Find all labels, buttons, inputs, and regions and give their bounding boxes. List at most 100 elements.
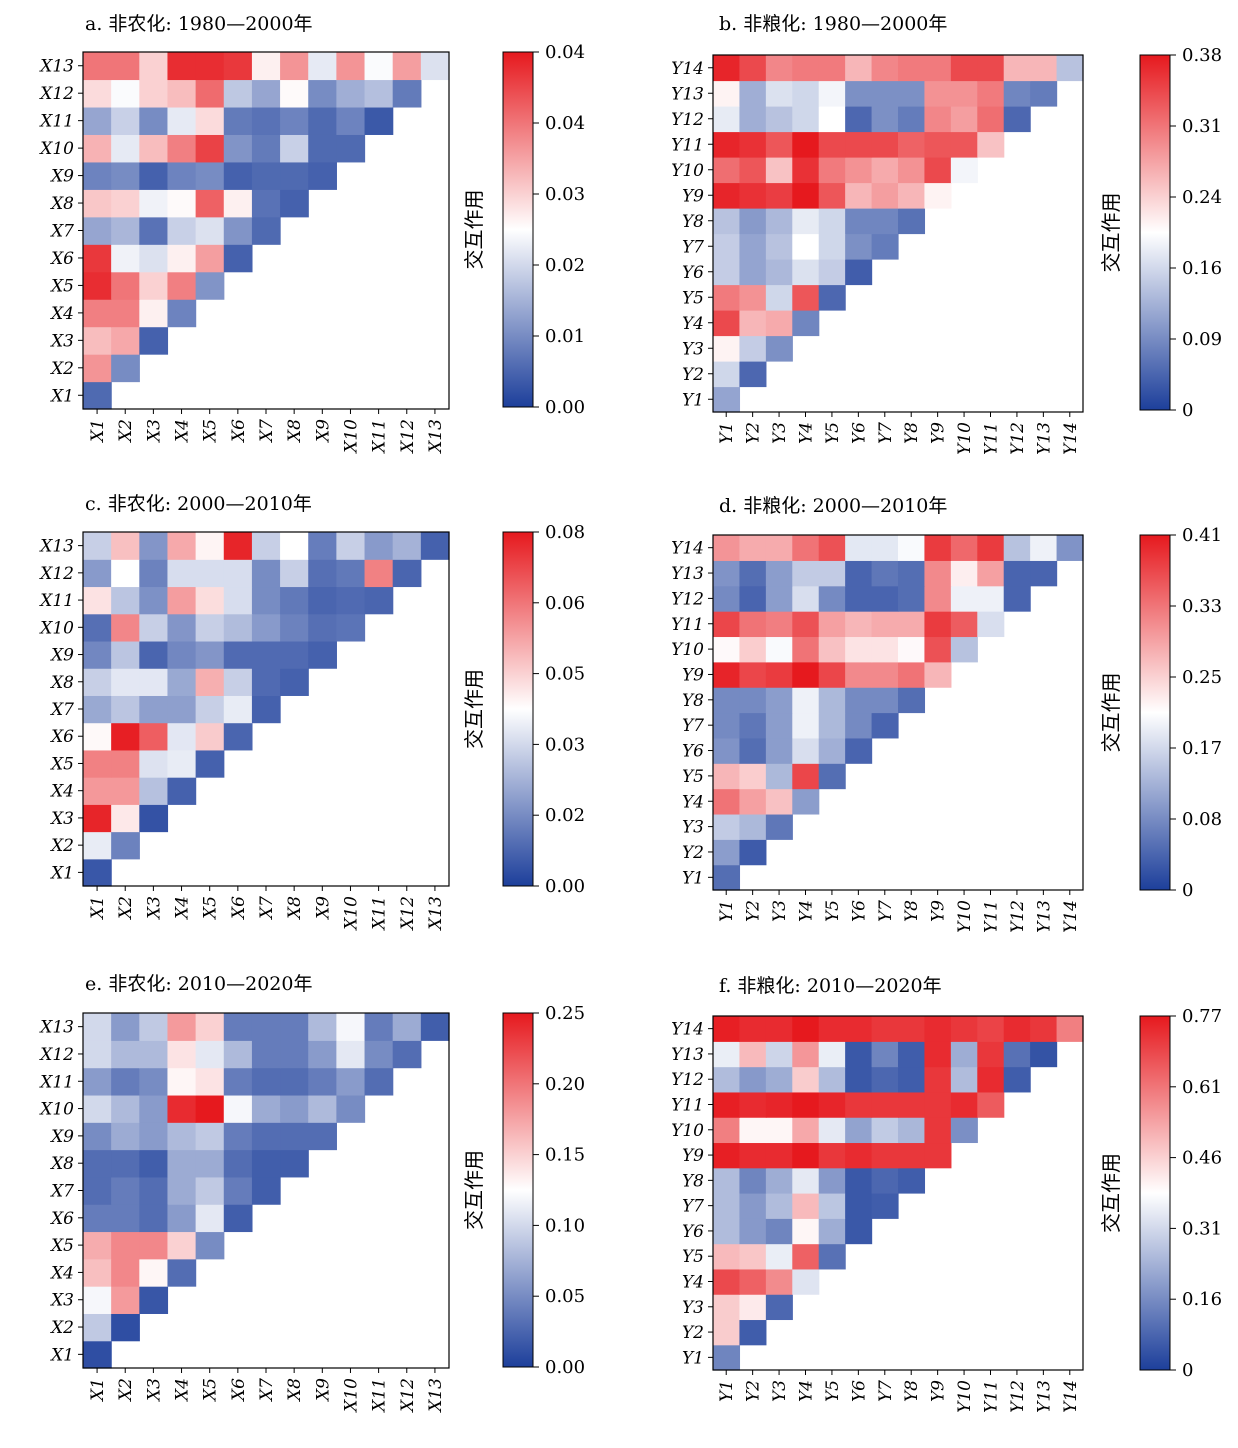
colorbar-tick-label: 0.03 bbox=[545, 734, 585, 755]
y-tick-label: Y9 bbox=[682, 186, 704, 206]
heatmap-cell bbox=[195, 1040, 225, 1069]
heatmap-cell bbox=[792, 1041, 820, 1068]
y-tick-label: Y4 bbox=[682, 1273, 704, 1293]
heatmap-cell bbox=[251, 668, 281, 696]
heatmap-cell bbox=[765, 1142, 793, 1169]
x-tick-label: Y4 bbox=[797, 1380, 817, 1402]
heatmap-cell bbox=[818, 1218, 846, 1245]
x-tick-label: X10 bbox=[341, 896, 361, 932]
heatmap-cell bbox=[280, 532, 309, 560]
y-tick-label: Y7 bbox=[682, 716, 704, 736]
heatmap-cell bbox=[139, 1286, 169, 1314]
heatmap-cell bbox=[223, 722, 253, 751]
heatmap-cell bbox=[924, 55, 952, 82]
heatmap-cell bbox=[739, 560, 767, 587]
heatmap-cell bbox=[308, 532, 337, 560]
y-tick-label: Y14 bbox=[671, 59, 704, 79]
heatmap-cell bbox=[83, 189, 112, 218]
heatmap-cell bbox=[924, 1117, 952, 1144]
heatmap-cell bbox=[195, 106, 225, 135]
heatmap-cell bbox=[336, 79, 366, 108]
heatmap-cell bbox=[280, 613, 309, 642]
heatmap-cell bbox=[898, 611, 926, 638]
heatmap-cell bbox=[195, 79, 225, 108]
y-tick-label: Y3 bbox=[682, 1298, 704, 1318]
heatmap-cell bbox=[739, 636, 767, 663]
y-tick-label: X6 bbox=[49, 249, 74, 269]
colorbar-tick-label: 0.05 bbox=[545, 664, 585, 685]
colorbar-tick-label: 0.17 bbox=[1182, 738, 1222, 759]
heatmap-cell bbox=[845, 259, 873, 286]
heatmap-cell bbox=[713, 839, 741, 866]
heatmap-cell bbox=[83, 1204, 112, 1233]
x-tick-label: Y7 bbox=[876, 422, 896, 444]
x-tick-label: X13 bbox=[426, 1378, 446, 1414]
heatmap-cell bbox=[111, 1231, 140, 1260]
colorbar-tick-label: 0.08 bbox=[545, 522, 585, 543]
heatmap-cell bbox=[898, 208, 926, 235]
heatmap-cell bbox=[139, 640, 169, 669]
heatmap-cell bbox=[83, 134, 112, 163]
heatmap-cell bbox=[336, 52, 366, 81]
plot-frame bbox=[712, 534, 1084, 891]
heatmap-cell bbox=[280, 640, 309, 669]
y-tick-label: X11 bbox=[38, 591, 74, 611]
heatmap-cell bbox=[1030, 560, 1058, 587]
heatmap-cell bbox=[765, 763, 793, 790]
heatmap-cell bbox=[765, 535, 793, 561]
heatmap-cell bbox=[924, 535, 952, 561]
heatmap-cell bbox=[364, 1040, 394, 1069]
heatmap-cell bbox=[924, 1066, 952, 1093]
heatmap-cell bbox=[845, 1066, 873, 1093]
heatmap-cell bbox=[139, 79, 169, 108]
y-tick-label: X1 bbox=[49, 863, 74, 883]
x-tick-label: Y12 bbox=[1008, 422, 1028, 455]
heatmap-cell bbox=[336, 532, 366, 560]
x-tick-label: Y6 bbox=[849, 422, 869, 444]
heatmap-cell bbox=[251, 1122, 281, 1151]
heatmap-cell bbox=[818, 1243, 846, 1270]
x-tick-label: X7 bbox=[257, 419, 277, 444]
colorbar-tick-label: 0.31 bbox=[1182, 1218, 1222, 1239]
heatmap-cell bbox=[364, 52, 394, 81]
heatmap-cell bbox=[83, 777, 112, 805]
heatmap-cell bbox=[83, 1149, 112, 1178]
heatmap-cell bbox=[111, 271, 140, 300]
heatmap-cell bbox=[977, 560, 1005, 587]
y-tick-label: Y7 bbox=[682, 1197, 704, 1217]
panel-title: b. 非粮化: 1980—2000年 bbox=[719, 13, 947, 35]
heatmap-cell bbox=[223, 106, 253, 135]
heatmap-cell bbox=[1056, 1016, 1084, 1042]
x-tick-label: X8 bbox=[285, 1378, 305, 1403]
x-tick-label: X10 bbox=[341, 1378, 361, 1414]
heatmap-cell bbox=[195, 1122, 225, 1151]
heatmap-cell bbox=[950, 157, 978, 184]
x-tick-label: X2 bbox=[116, 1378, 136, 1403]
heatmap-cell bbox=[818, 131, 846, 158]
heatmap-cell bbox=[765, 1016, 793, 1042]
heatmap-cell bbox=[898, 182, 926, 209]
heatmap-cell bbox=[765, 335, 793, 362]
colorbar-label: 交互作用 bbox=[462, 669, 486, 749]
heatmap-cell bbox=[364, 1013, 394, 1041]
heatmap-cell bbox=[765, 1294, 793, 1321]
x-tick-label: Y11 bbox=[982, 1380, 1002, 1413]
heatmap-cell bbox=[83, 559, 112, 588]
x-tick-label: X13 bbox=[426, 419, 446, 455]
heatmap-cell bbox=[792, 310, 820, 337]
y-tick-label: X8 bbox=[49, 1154, 74, 1174]
heatmap-cell bbox=[739, 208, 767, 235]
heatmap-cell bbox=[871, 560, 899, 587]
heatmap-cell bbox=[364, 532, 394, 560]
heatmap-cell bbox=[739, 259, 767, 286]
heatmap-cell bbox=[392, 52, 422, 81]
y-tick-label: Y12 bbox=[671, 110, 704, 130]
heatmap-cell bbox=[139, 299, 169, 328]
heatmap-cell bbox=[898, 157, 926, 184]
y-tick-label: Y12 bbox=[671, 1070, 704, 1090]
x-tick-label: X5 bbox=[201, 1378, 221, 1403]
heatmap-cell bbox=[818, 560, 846, 587]
heatmap-cell bbox=[792, 1066, 820, 1093]
heatmap-cell bbox=[713, 1294, 741, 1321]
heatmap-cell bbox=[924, 131, 952, 158]
